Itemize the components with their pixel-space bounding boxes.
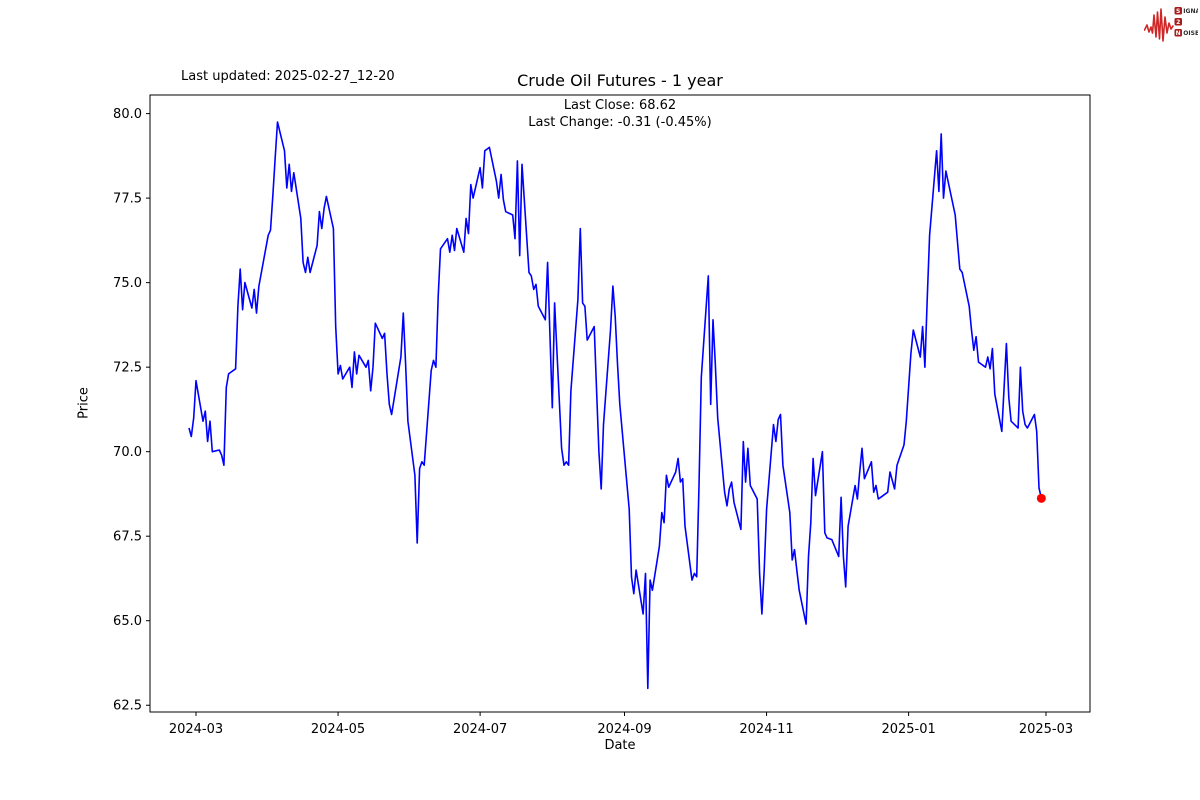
x-tick-label: 2024-07 xyxy=(453,722,507,737)
last-close-annotation: Last Close: 68.62 Last Change: -0.31 (-0… xyxy=(150,97,1090,131)
price-line xyxy=(188,121,1043,690)
y-tick-label: 77.5 xyxy=(113,192,142,207)
x-tick-label: 2024-03 xyxy=(169,722,223,737)
x-tick-label: 2025-01 xyxy=(881,722,935,737)
badge-n xyxy=(1174,29,1182,37)
x-tick-label: 2025-03 xyxy=(1019,722,1073,737)
y-tick-label: 75.0 xyxy=(113,276,142,291)
axes-frame xyxy=(149,94,1091,713)
chart-title: Crude Oil Futures - 1 year xyxy=(517,71,723,90)
y-tick-label: 70.0 xyxy=(113,445,142,460)
y-tick-label: 65.0 xyxy=(113,614,142,629)
logo-word-signal: IGNAL xyxy=(1183,8,1198,15)
logo-word-noise: OISE xyxy=(1183,30,1198,37)
badge-s-letter: S xyxy=(1176,8,1180,15)
badge-s xyxy=(1174,7,1182,15)
last-updated-text: Last updated: 2025-02-27_12-20 xyxy=(181,69,395,84)
last-change-line: Last Change: -0.31 (-0.45%) xyxy=(528,115,712,130)
y-tick-label: 80.0 xyxy=(113,107,142,122)
waveform-icon xyxy=(1144,8,1174,42)
x-axis-label: Date xyxy=(604,738,636,753)
y-tick-label: 72.5 xyxy=(113,361,142,376)
x-tick-label: 2024-05 xyxy=(311,722,365,737)
last-price-dot xyxy=(1036,493,1046,503)
badge-2 xyxy=(1174,18,1182,26)
signal2noise-logo: S IGNAL 2 N OISE xyxy=(1144,7,1198,42)
y-tick-label: 67.5 xyxy=(113,530,142,545)
x-tick-label: 2024-09 xyxy=(597,722,651,737)
y-tick-label: 62.5 xyxy=(113,699,142,714)
last-close-line: Last Close: 68.62 xyxy=(563,98,677,113)
badge-2-digit: 2 xyxy=(1176,19,1180,26)
x-tick-label: 2024-11 xyxy=(739,722,793,737)
badge-n-letter: N xyxy=(1176,30,1181,37)
